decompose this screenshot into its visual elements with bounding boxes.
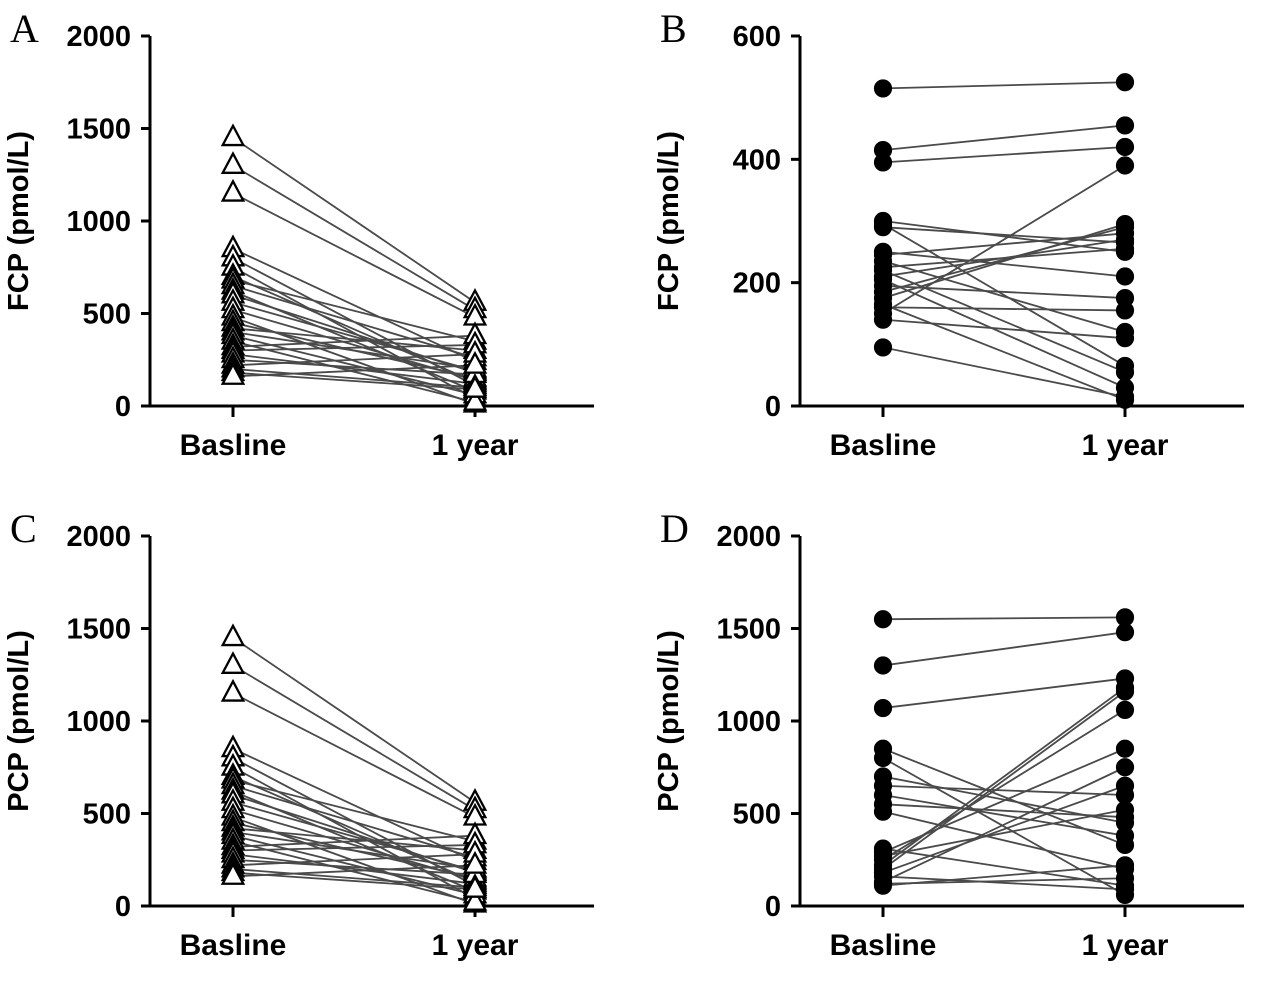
svg-text:FCP (pmol/L): FCP (pmol/L) — [3, 131, 35, 311]
svg-text:500: 500 — [83, 799, 131, 831]
svg-text:1 year: 1 year — [432, 429, 519, 462]
svg-text:400: 400 — [733, 144, 781, 176]
svg-text:Basline: Basline — [180, 929, 287, 962]
svg-text:Basline: Basline — [830, 929, 937, 962]
svg-text:0: 0 — [765, 891, 781, 923]
svg-text:1500: 1500 — [66, 114, 131, 146]
svg-text:0: 0 — [765, 391, 781, 423]
svg-text:FCP (pmol/L): FCP (pmol/L) — [653, 131, 685, 311]
svg-text:2000: 2000 — [716, 521, 781, 553]
svg-text:Basline: Basline — [830, 429, 937, 462]
svg-text:2000: 2000 — [66, 21, 131, 53]
svg-text:1 year: 1 year — [432, 929, 519, 962]
svg-text:B: B — [660, 6, 687, 51]
svg-text:PCP (pmol/L): PCP (pmol/L) — [3, 630, 35, 812]
svg-text:A: A — [10, 6, 39, 51]
svg-text:1500: 1500 — [66, 614, 131, 646]
svg-text:200: 200 — [733, 268, 781, 300]
svg-text:500: 500 — [83, 299, 131, 331]
svg-text:1 year: 1 year — [1082, 429, 1169, 462]
svg-text:1 year: 1 year — [1082, 929, 1169, 962]
svg-text:1000: 1000 — [66, 706, 131, 738]
svg-text:Basline: Basline — [180, 429, 287, 462]
svg-text:600: 600 — [733, 21, 781, 53]
svg-text:500: 500 — [733, 799, 781, 831]
svg-text:0: 0 — [115, 891, 131, 923]
svg-text:2000: 2000 — [66, 521, 131, 553]
svg-text:C: C — [10, 506, 37, 551]
svg-text:1000: 1000 — [716, 706, 781, 738]
svg-text:1500: 1500 — [716, 614, 781, 646]
svg-text:0: 0 — [115, 391, 131, 423]
svg-text:PCP (pmol/L): PCP (pmol/L) — [653, 630, 685, 812]
svg-text:D: D — [660, 506, 689, 551]
svg-text:1000: 1000 — [66, 206, 131, 238]
